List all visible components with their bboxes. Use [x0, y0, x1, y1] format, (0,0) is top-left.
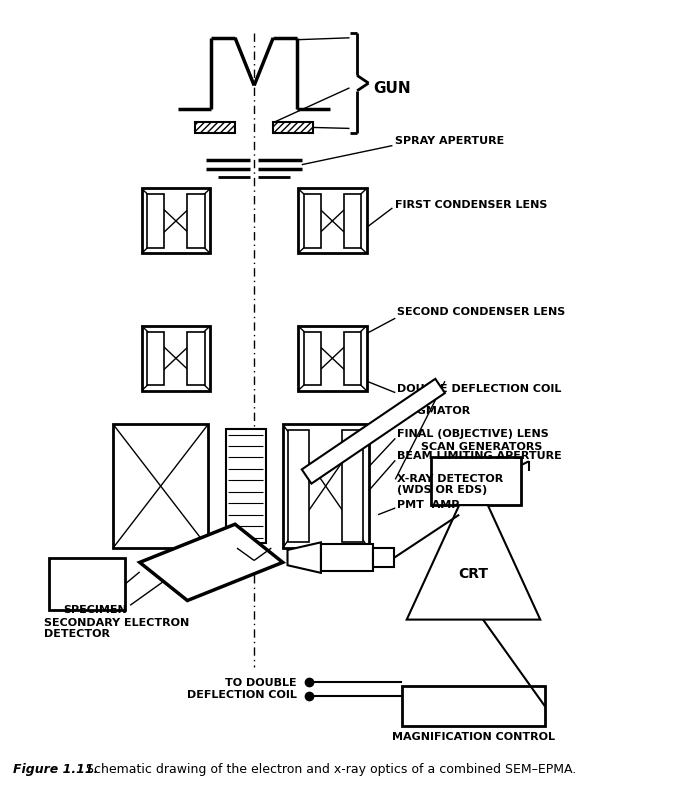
- Bar: [49, 557, 125, 610]
- Bar: [147, 194, 164, 248]
- Bar: [142, 326, 210, 390]
- Text: Schematic drawing of the electron and x-ray optics of a combined SEM–EPMA.: Schematic drawing of the electron and x-…: [82, 763, 576, 776]
- Text: CRT: CRT: [458, 567, 488, 581]
- Bar: [344, 331, 361, 385]
- Polygon shape: [302, 379, 445, 484]
- Text: STIGMATOR: STIGMATOR: [397, 406, 471, 416]
- Text: TO DOUBLE
DEFLECTION COIL: TO DOUBLE DEFLECTION COIL: [187, 678, 297, 700]
- Bar: [304, 194, 321, 248]
- Bar: [402, 686, 545, 727]
- Bar: [188, 194, 205, 248]
- Polygon shape: [288, 543, 321, 573]
- Text: GUN: GUN: [373, 81, 411, 96]
- Bar: [225, 428, 266, 544]
- Polygon shape: [407, 505, 540, 620]
- Bar: [273, 122, 313, 133]
- Text: Figure 1.11.: Figure 1.11.: [13, 763, 98, 776]
- Text: MAGNIFICATION CONTROL: MAGNIFICATION CONTROL: [392, 732, 555, 742]
- Text: SPECIMEN: SPECIMEN: [63, 605, 127, 615]
- Text: BEAM LIMITING APERTURE: BEAM LIMITING APERTURE: [397, 450, 562, 461]
- Text: DOUBLE DEFLECTION COIL: DOUBLE DEFLECTION COIL: [397, 384, 561, 394]
- Bar: [342, 430, 363, 543]
- Text: FINAL (OBJECTIVE) LENS: FINAL (OBJECTIVE) LENS: [397, 428, 549, 438]
- Bar: [195, 122, 235, 133]
- Text: SECONDARY ELECTRON
DETECTOR: SECONDARY ELECTRON DETECTOR: [44, 618, 190, 639]
- Bar: [304, 331, 321, 385]
- Bar: [147, 331, 164, 385]
- Bar: [298, 326, 367, 390]
- Text: PMT  AMP: PMT AMP: [397, 501, 460, 510]
- Text: SECOND CONDENSER LENS: SECOND CONDENSER LENS: [397, 308, 565, 318]
- Polygon shape: [139, 524, 283, 600]
- Text: SPRAY APERTURE: SPRAY APERTURE: [395, 136, 504, 146]
- Bar: [431, 458, 521, 505]
- Text: X-RAY DETECTOR
(WDS OR EDS): X-RAY DETECTOR (WDS OR EDS): [397, 474, 504, 495]
- Bar: [142, 189, 210, 254]
- Text: FIRST CONDENSER LENS: FIRST CONDENSER LENS: [395, 200, 548, 210]
- Bar: [298, 189, 367, 254]
- Bar: [188, 331, 205, 385]
- Bar: [373, 548, 394, 567]
- Bar: [113, 424, 208, 548]
- Bar: [289, 430, 309, 543]
- Bar: [283, 424, 369, 548]
- Text: SCAN GENERATORS: SCAN GENERATORS: [421, 441, 543, 452]
- Bar: [321, 544, 373, 571]
- Bar: [344, 194, 361, 248]
